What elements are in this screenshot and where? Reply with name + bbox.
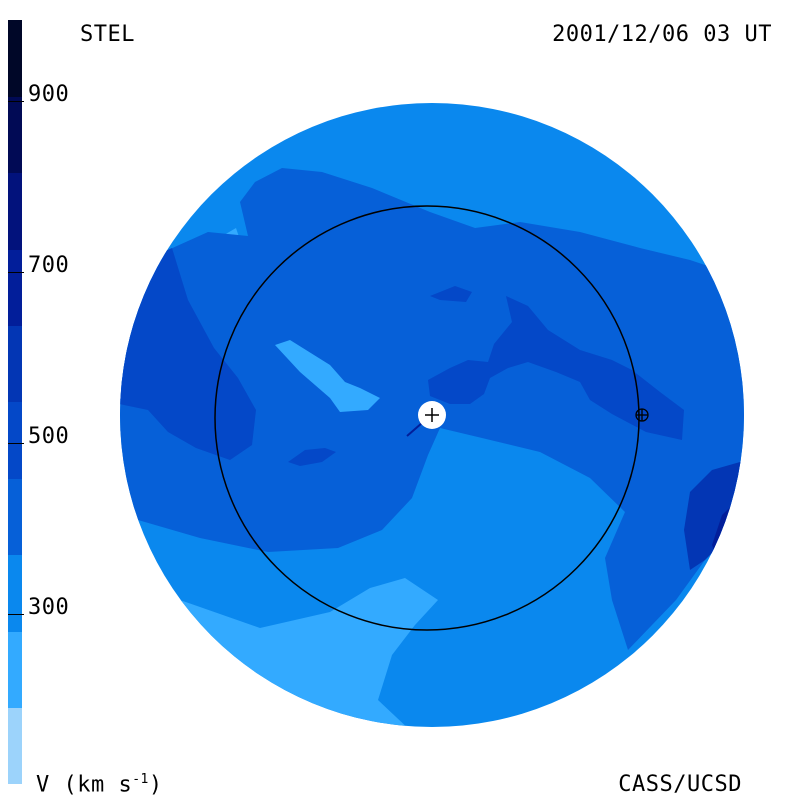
colorbar-tick-mark: [8, 272, 24, 273]
colorbar-segment: [8, 402, 22, 479]
colorbar-tick-label-900: 900: [28, 82, 70, 107]
colorbar-segment: [8, 172, 22, 250]
colorbar-segment: [8, 631, 22, 709]
colorbar-tick-label-300: 300: [28, 595, 70, 620]
colorbar-segment: [8, 478, 22, 556]
contour-high-speed-band-right: [428, 296, 684, 440]
colorbar-tick-mark: [8, 614, 24, 615]
colorbar-tick-mark: [8, 443, 24, 444]
colorbar-tick-mark: [8, 101, 24, 102]
contour-low-speed-inlet: [275, 340, 380, 412]
colorbar-segment: [8, 707, 22, 785]
colorbar-tick-label-500: 500: [28, 424, 70, 449]
contour-high-speed-blob-small: [430, 286, 472, 302]
timestamp-label: 2001/12/06 03 UT: [552, 22, 772, 47]
colorbar-segment: [8, 554, 22, 632]
credit-label: CASS/UCSD: [618, 772, 742, 797]
contour-high-speed-blob-lower: [288, 448, 336, 466]
colorbar-segment: [8, 20, 22, 97]
velocity-colorbar: [8, 20, 22, 785]
observatory-label: STEL: [80, 22, 135, 47]
colorbar-segment: [8, 249, 22, 327]
colorbar-tick-label-700: 700: [28, 253, 70, 278]
colorbar-segment: [8, 325, 22, 403]
earth-orbit-circle: [214, 205, 640, 631]
colorbar-segment: [8, 96, 22, 174]
colorbar-unit-label: V (km s-1): [36, 772, 163, 798]
